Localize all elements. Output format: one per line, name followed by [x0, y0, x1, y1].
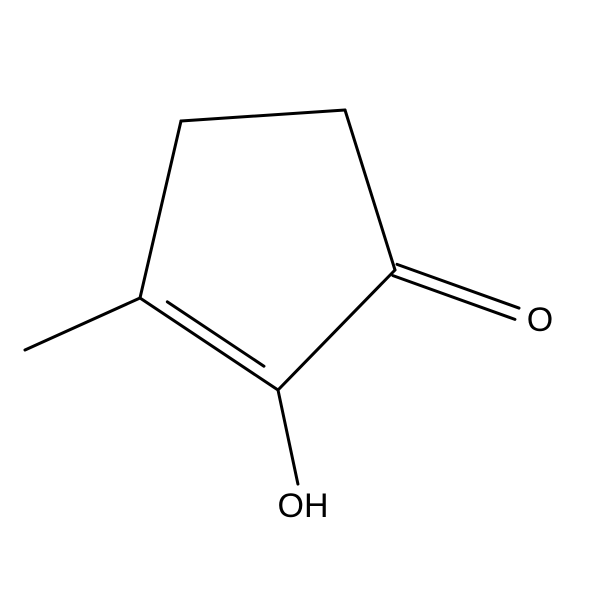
- atom-label-o_ketone: O: [527, 301, 553, 339]
- molecule-diagram: O OH: [0, 0, 600, 600]
- atom-label-o_hydroxy: OH: [278, 487, 329, 525]
